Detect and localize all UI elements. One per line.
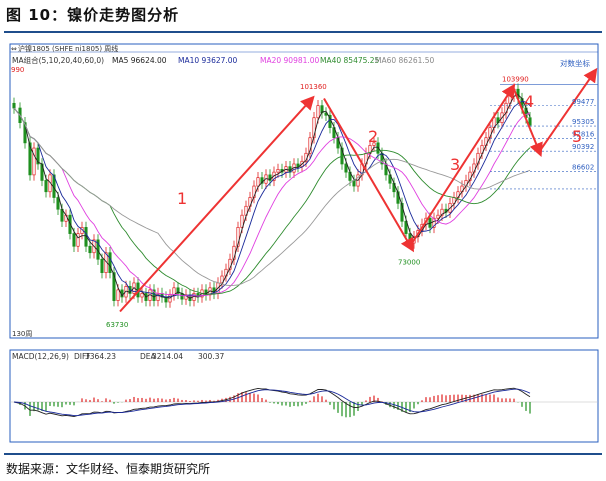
candle-body	[220, 275, 224, 284]
candle-body	[12, 102, 16, 109]
candle-body	[376, 142, 380, 154]
candle-body	[88, 245, 92, 254]
link-icon: ⇔	[11, 45, 17, 53]
level-label-2: 95305	[572, 118, 594, 126]
macd-panel-frame	[9, 349, 599, 443]
footer-rule	[4, 453, 602, 455]
candle-body	[436, 214, 440, 219]
candle-body	[236, 227, 240, 247]
candle-body	[68, 214, 72, 234]
candle-body	[296, 163, 300, 168]
macd-diff-line	[13, 387, 531, 418]
candle-body	[256, 177, 260, 187]
candle-body	[36, 147, 40, 165]
macd-legend-5: 300.37	[198, 352, 224, 361]
level-label-4: 90392	[572, 143, 594, 151]
wave4-arrow	[512, 86, 543, 158]
wave3-arrow	[409, 83, 516, 247]
ma10-line	[13, 100, 531, 298]
candle-body	[152, 289, 156, 301]
candle-body	[23, 122, 27, 144]
y-top-label: 990	[11, 66, 24, 74]
candle-body	[176, 287, 180, 294]
candle-body	[344, 163, 348, 173]
candle-body	[56, 197, 60, 210]
candle-body	[76, 233, 80, 247]
candle-body	[260, 177, 264, 184]
candle-body	[372, 142, 376, 146]
candle-body	[140, 293, 144, 298]
macd-legend-4: 3214.04	[152, 352, 183, 361]
macd-legend-1: DIFF	[74, 352, 91, 361]
candle-body	[404, 220, 408, 234]
figure-title: 图 10：镍价走势图分析	[6, 6, 180, 24]
wave-label-4: 4	[524, 92, 534, 111]
price-panel-frame	[9, 43, 599, 339]
candle-body	[116, 289, 120, 301]
level-label-3: 92816	[572, 131, 595, 139]
wave5-arrow	[539, 67, 598, 152]
ma-legend-0: MA组合(5,10,20,40,60,0)	[12, 55, 104, 65]
macd-legend-0: MACD(12,26,9)	[12, 352, 69, 361]
chart-header: 沪镍1805 (SHFE ni1805) 周线	[18, 44, 118, 53]
candle-body	[316, 105, 320, 119]
ma-legend-2: MA10 93627.00	[178, 56, 238, 65]
wave-label-5: 5	[572, 127, 582, 146]
candle-body	[440, 208, 444, 216]
x-bottom-label: 130周	[12, 330, 32, 338]
candle-body	[276, 169, 280, 173]
ma60-line	[13, 107, 531, 286]
candle-body	[72, 233, 76, 247]
ma5-line	[13, 94, 531, 299]
candle-body	[44, 180, 48, 193]
ma-legend-3: MA20 90981.00	[260, 56, 320, 65]
candle-body	[28, 142, 32, 176]
wave1-arrow	[119, 95, 315, 313]
candle-body	[312, 117, 316, 139]
candle-body	[32, 147, 36, 176]
macd-dea-line	[13, 388, 531, 417]
macd-legend-3: DEA	[140, 352, 157, 361]
candle-body	[528, 117, 532, 126]
candle-body	[400, 202, 404, 222]
trough-label: 73000	[398, 259, 420, 267]
candle-body	[268, 174, 272, 181]
wave2-arrow	[323, 98, 415, 253]
peak-label: 101360	[300, 83, 327, 91]
candle-body	[408, 233, 412, 244]
title-rule	[4, 31, 602, 33]
ma-legend-1: MA5 96624.00	[112, 56, 167, 65]
ma-legend-4: MA40 85475.25	[320, 56, 380, 65]
level-label-1: 99477	[572, 98, 594, 106]
low-label: 63730	[106, 321, 128, 329]
candle-body	[468, 171, 472, 181]
candle-body	[432, 217, 436, 228]
level-label-5: 86602	[572, 164, 594, 172]
candle-body	[112, 272, 116, 301]
wave-label-2: 2	[368, 127, 378, 146]
log-scale-label: 对数坐标	[560, 58, 590, 68]
ma-legend-5: MA60 86261.50	[375, 56, 435, 65]
candle-body	[100, 258, 104, 273]
candle-body	[240, 214, 244, 228]
candle-body	[108, 252, 112, 273]
wave-label-3: 3	[450, 155, 460, 174]
wave-label-1: 1	[177, 189, 187, 208]
level-label-0: 103990	[502, 76, 529, 84]
ma20-line	[13, 107, 531, 297]
source-note: 数据来源：文华财经、恒泰期货研究所	[6, 462, 211, 476]
macd-legend-2: 3364.23	[85, 352, 116, 361]
